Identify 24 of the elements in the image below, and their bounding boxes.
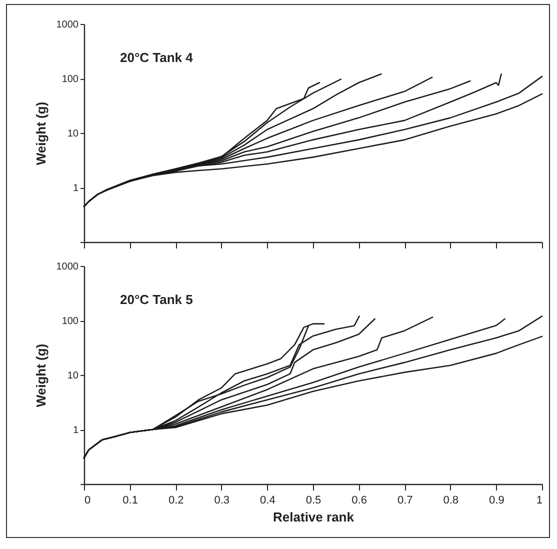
x-tick-label: 0.6 (352, 494, 367, 506)
x-tick-label: 0.7 (397, 494, 413, 506)
y-tick-label: 1000 (56, 20, 79, 30)
x-tick-label: 0.9 (489, 494, 504, 506)
y-axis-title: Weight (g) (33, 102, 48, 166)
y-tick-label: 1 (72, 425, 79, 436)
text: 20°C Tank 5 (120, 292, 193, 307)
x-axis-title: Relative rank (273, 510, 355, 524)
x-tick-label: 0.2 (168, 494, 184, 506)
text: 20°C Tank 4 (120, 50, 194, 65)
x-tick-label: 0.1 (122, 494, 138, 506)
x-tick-label: 0.3 (214, 494, 230, 506)
x-tick-label: 0.8 (443, 494, 459, 506)
x-tick-label: 0.4 (260, 494, 276, 506)
x-tick-label: 1 (536, 494, 542, 506)
y-tick-label: 100 (62, 74, 79, 85)
y-tick-label: 10 (67, 370, 79, 382)
x-tick-label: 0 (84, 494, 91, 506)
y-tick-label: 10 (67, 128, 79, 140)
y-tick-label: 1 (72, 183, 79, 194)
y-tick-label: 100 (62, 316, 79, 327)
y-tick-label: 1000 (56, 262, 79, 272)
x-tick-label: 0.5 (306, 494, 322, 506)
y-axis-title: Weight (g) (33, 344, 48, 408)
